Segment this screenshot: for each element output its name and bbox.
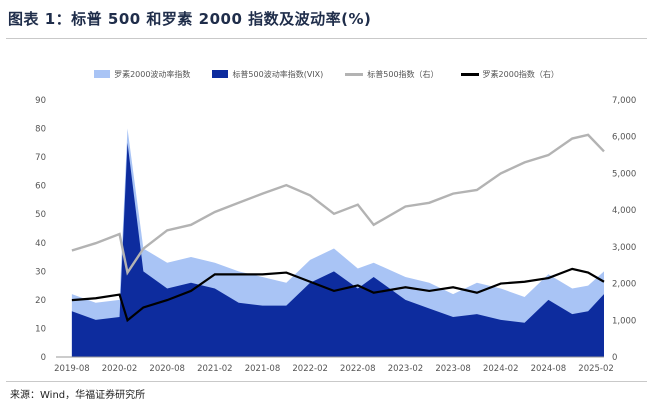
legend-swatch-sp-index (345, 72, 364, 76)
legend-label-sp-index: 标普500指数（右） (367, 69, 439, 79)
y-right-tick-label: 4,000 (612, 206, 636, 216)
legend-item-sp-index: 标普500指数（右） (345, 67, 439, 81)
series-sp-vix-area (71, 142, 605, 357)
x-tick-label: 2023-02 (388, 364, 424, 374)
legend-item-russell-index: 罗素2000指数（右） (460, 67, 559, 81)
series-sp-index-line (71, 133, 605, 276)
series-russell-index-line (71, 267, 605, 323)
y-right-tick-label: 6,000 (612, 133, 636, 143)
x-tick-label: 2024-08 (531, 364, 567, 374)
y-right-tick-label: 3,000 (612, 243, 636, 253)
x-tick-label: 2021-02 (197, 364, 233, 374)
y-left-tick-label: 70 (35, 153, 46, 163)
x-tick-label: 2020-02 (102, 364, 138, 374)
y-left-tick-label: 40 (35, 239, 46, 249)
y-right-tick-label: 0 (612, 353, 617, 363)
y-left-tick-label: 20 (35, 296, 46, 306)
y-left-tick-label: 80 (35, 125, 46, 135)
x-tick-label: 2021-08 (245, 364, 281, 374)
legend-item-russell-vol: 罗素2000波动率指数 (94, 67, 190, 81)
y-left-tick-label: 50 (35, 210, 46, 220)
y-right-tick-label: 7,000 (612, 96, 636, 106)
source-note: 来源：Wind，华福证券研究所 (10, 390, 146, 401)
source-divider (6, 381, 647, 382)
legend-swatch-russell-index (460, 72, 479, 76)
y-left-tick-label: 0 (41, 353, 46, 363)
x-tick-label: 2019-08 (54, 364, 90, 374)
x-tick-label: 2023-08 (435, 364, 471, 374)
y-right-tick-label: 2,000 (612, 280, 636, 290)
chart-legend: 罗素2000波动率指数 标普500波动率指数(VIX) 标普500指数（右） 罗… (0, 67, 653, 81)
x-tick-label: 2022-02 (292, 364, 328, 374)
y-left-tick-label: 10 (35, 324, 46, 334)
x-tick-label: 2024-02 (483, 364, 519, 374)
legend-label-russell-vol: 罗素2000波动率指数 (114, 69, 191, 79)
y-left-tick-label: 60 (35, 182, 46, 192)
x-tick-label: 2020-08 (149, 364, 185, 374)
legend-swatch-russell-vol (94, 70, 111, 78)
y-right-tick-label: 5,000 (612, 169, 636, 179)
legend-swatch-sp-vix (212, 70, 229, 78)
y-left-tick-label: 90 (35, 96, 46, 106)
title-divider (6, 38, 647, 39)
x-tick-label: 2022-08 (340, 364, 376, 374)
x-tick-label: 2025-02 (578, 364, 614, 374)
y-right-tick-label: 1,000 (612, 316, 636, 326)
legend-item-sp-vix: 标普500波动率指数(VIX) (212, 67, 323, 81)
legend-label-sp-vix: 标普500波动率指数(VIX) (232, 69, 324, 79)
legend-label-russell-index: 罗素2000指数（右） (482, 69, 559, 79)
y-left-tick-label: 30 (35, 267, 46, 277)
chart-title: 图表 1：标普 500 和罗素 2000 指数及波动率(%) (8, 10, 372, 28)
